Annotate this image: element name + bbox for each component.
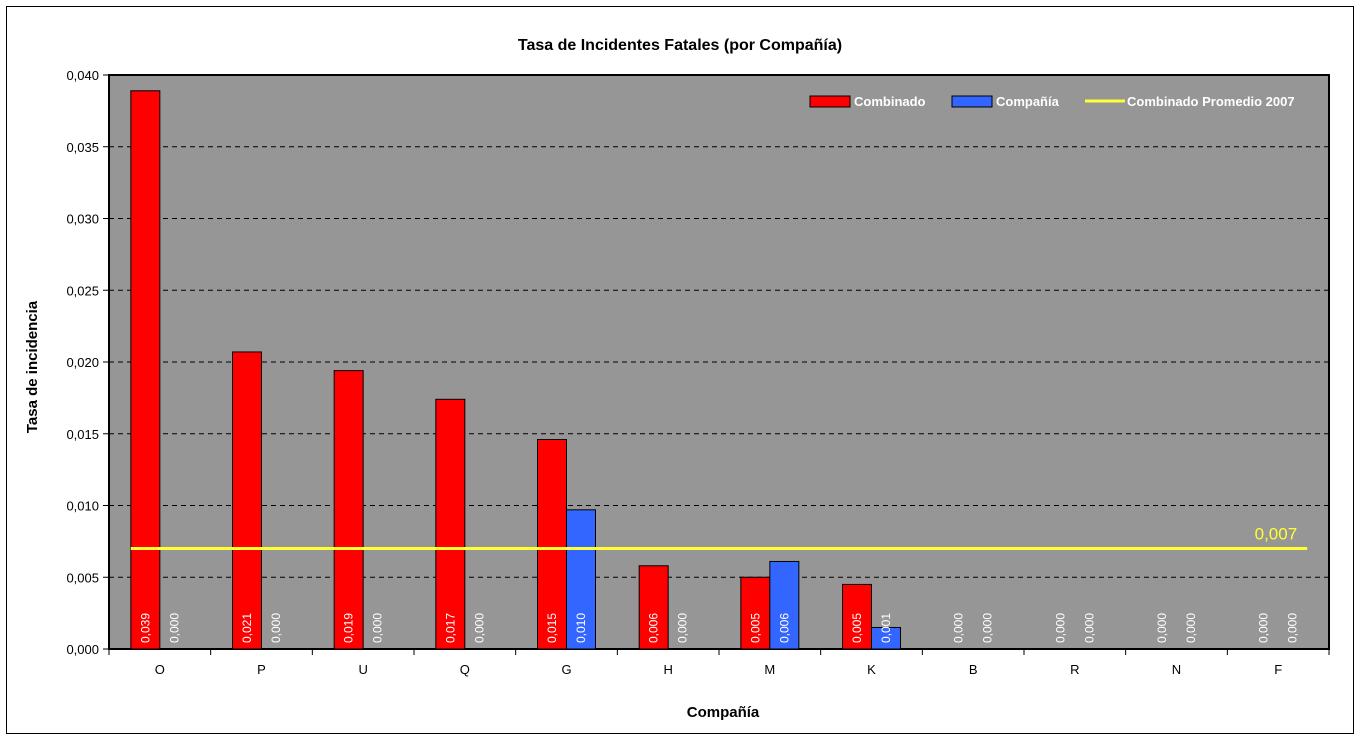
- x-tick-label: H: [663, 662, 672, 677]
- legend-label-promedio: Combinado Promedio 2007: [1127, 94, 1295, 109]
- bar-compania: [769, 560, 800, 650]
- bar-combinado: [740, 576, 771, 650]
- legend-label-compania: Compañía: [996, 94, 1060, 109]
- bar-data-label: 0,019: [342, 613, 356, 643]
- bar-data-label: 0,000: [269, 613, 283, 643]
- bar-data-label: 0,000: [1082, 613, 1096, 643]
- bar-data-label: 0,000: [676, 613, 690, 643]
- bar-data-label: 0,001: [879, 613, 893, 643]
- y-axis-title: Tasa de incidencia: [24, 300, 41, 433]
- bars: [130, 90, 901, 650]
- bar-data-label: 0,000: [1286, 613, 1300, 643]
- bar-compania: [566, 509, 596, 650]
- x-tick-label: F: [1274, 662, 1282, 677]
- x-tick-label: U: [358, 662, 367, 677]
- x-tick-label: G: [561, 662, 571, 677]
- y-tick-label: 0,030: [66, 212, 99, 227]
- bar-data-label: 0,000: [167, 613, 181, 643]
- x-tick-label: Q: [460, 662, 470, 677]
- x-tick-label: M: [764, 662, 775, 677]
- reference-line-group: 0,007: [130, 525, 1308, 551]
- bar-combinado: [232, 351, 262, 650]
- x-axis-title: Compañía: [687, 704, 760, 721]
- bar-combinado: [435, 398, 466, 650]
- legend: Combinado Compañía Combinado Promedio 2007: [809, 94, 1295, 109]
- bar-data-label: 0,021: [240, 613, 254, 643]
- x-tick-label: O: [155, 662, 165, 677]
- y-tick-label: 0,040: [66, 68, 99, 83]
- y-tick-label: 0,035: [66, 140, 99, 155]
- plot-area: [108, 74, 1330, 650]
- bar-data-label: 0,015: [545, 613, 559, 643]
- bar-combinado: [537, 438, 567, 650]
- bar-data-label: 0,000: [1053, 613, 1067, 643]
- y-tick-label: 0,010: [66, 499, 99, 514]
- bar-data-label: 0,017: [443, 613, 457, 643]
- x-tick-label: P: [257, 662, 266, 677]
- bar-data-label: 0,000: [371, 613, 385, 643]
- y-tick-label: 0,015: [66, 427, 99, 442]
- y-tick-label: 0,000: [66, 642, 99, 657]
- bar-combinado: [638, 565, 669, 650]
- legend-label-combinado: Combinado: [854, 94, 926, 109]
- bar-data-label: 0,010: [574, 613, 588, 643]
- bar-chart: Tasa de Incidentes Fatales (por Compañía…: [24, 37, 1330, 721]
- y-tick-label: 0,025: [66, 283, 99, 298]
- data-labels: 0,039 0,000 0,021 0,000 0,019 0,000 0,017 0,000…: [138, 613, 1299, 643]
- y-tick-label: 0,005: [66, 570, 99, 585]
- bar-combinado: [130, 90, 161, 650]
- bar-combinado: [333, 370, 364, 650]
- bar-data-label: 0,005: [748, 613, 762, 643]
- bar-data-label: 0,006: [647, 613, 661, 643]
- legend-swatch-compania: [951, 95, 993, 108]
- x-tick-label: N: [1172, 662, 1181, 677]
- bar-data-label: 0,039: [138, 613, 152, 643]
- bar-data-label: 0,000: [1257, 613, 1271, 643]
- bar-data-label: 0,000: [981, 613, 995, 643]
- bar-data-label: 0,000: [472, 613, 486, 643]
- chart-frame: Tasa de Incidentes Fatales (por Compañía…: [6, 6, 1354, 734]
- bar-data-label: 0,000: [1184, 613, 1198, 643]
- legend-swatch-combinado: [809, 95, 851, 108]
- bar-data-label: 0,000: [1155, 613, 1169, 643]
- y-axis: 0,000 0,005 0,010 0,015 0,020 0,025 0,030 0,035…: [66, 68, 109, 657]
- bar-data-label: 0,005: [850, 613, 864, 643]
- chart-title: Tasa de Incidentes Fatales (por Compañía…: [518, 37, 842, 54]
- bar-combinado: [842, 583, 872, 650]
- bar-compania: [871, 626, 901, 650]
- x-tick-label: K: [867, 662, 876, 677]
- x-tick-label: R: [1070, 662, 1079, 677]
- reference-line-label: 0,007: [1255, 525, 1298, 544]
- bar-data-label: 0,006: [777, 613, 791, 643]
- x-tick-label: B: [969, 662, 978, 677]
- bar-data-label: 0,000: [952, 613, 966, 643]
- y-tick-label: 0,020: [66, 355, 99, 370]
